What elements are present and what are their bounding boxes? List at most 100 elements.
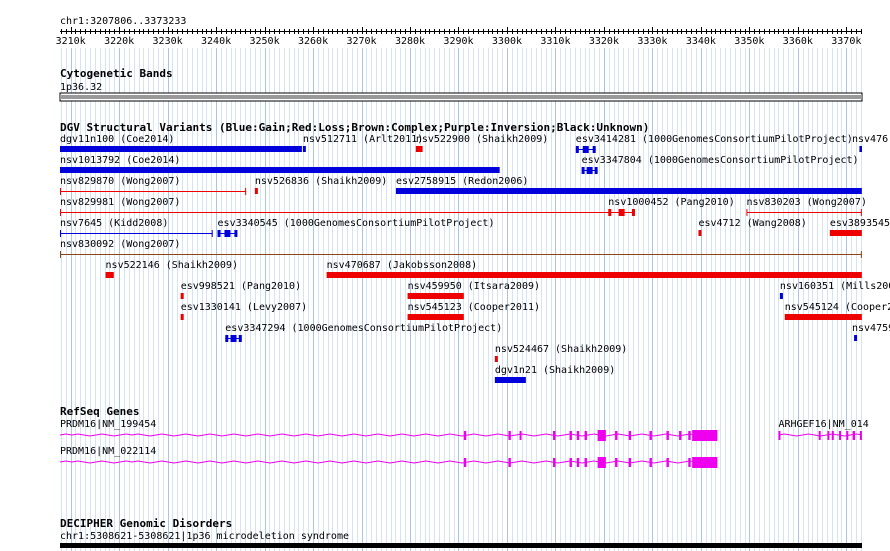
dgv-variant-block[interactable]: [592, 146, 596, 153]
dgv-variant-block[interactable]: [594, 167, 598, 174]
track-title-dgv[interactable]: DGV Structural Variants (Blue:Gain;Red:L…: [60, 121, 649, 134]
refseq-exon[interactable]: [692, 430, 718, 441]
track-title-refseq[interactable]: RefSeq Genes: [60, 405, 139, 418]
refseq-exon[interactable]: [615, 458, 618, 467]
dgv-variant-bar[interactable]: [180, 314, 184, 320]
dgv-variant-label[interactable]: nsv545124 (Cooper2: [785, 302, 890, 313]
dgv-variant-label[interactable]: esv1330141 (Levy2007): [181, 302, 307, 313]
refseq-exon[interactable]: [692, 457, 718, 468]
decipher-item-bar[interactable]: [60, 543, 862, 548]
dgv-variant-block[interactable]: [582, 146, 589, 153]
dgv-variant-label[interactable]: esv3893545: [830, 218, 890, 229]
dgv-variant-bar[interactable]: [180, 293, 184, 299]
dgv-variant-label[interactable]: nsv7645 (Kidd2008): [60, 218, 168, 229]
dgv-variant-block[interactable]: [225, 335, 229, 342]
refseq-exon[interactable]: [576, 431, 580, 440]
dgv-variant-block[interactable]: [224, 230, 231, 237]
dgv-variant-bar[interactable]: [415, 146, 423, 152]
refseq-exon[interactable]: [576, 458, 580, 467]
dgv-variant-block[interactable]: [631, 209, 635, 216]
dgv-variant-label[interactable]: nsv829870 (Wong2007): [60, 176, 180, 187]
dgv-variant-label[interactable]: esv4712 (Wang2008): [698, 218, 806, 229]
refseq-exon[interactable]: [628, 458, 632, 467]
dgv-variant-label[interactable]: nsv160351 (Mills200: [780, 281, 890, 292]
refseq-gene-intron[interactable]: [59, 433, 718, 437]
refseq-exon[interactable]: [679, 431, 682, 440]
dgv-variant-label[interactable]: esv3414281 (1000GenomesConsortiumPilotPr…: [576, 134, 853, 145]
dgv-variant-label[interactable]: nsv526836 (Shaikh2009): [255, 176, 387, 187]
dgv-variant-block[interactable]: [234, 230, 238, 237]
refseq-exon[interactable]: [463, 431, 467, 440]
refseq-exon[interactable]: [688, 431, 691, 440]
dgv-variant-block[interactable]: [581, 167, 585, 174]
dgv-variant-label[interactable]: nsv524467 (Shaikh2009): [495, 344, 627, 355]
refseq-exon[interactable]: [859, 431, 862, 440]
dgv-variant-bar[interactable]: [779, 293, 783, 299]
dgv-variant-bar[interactable]: [60, 146, 302, 152]
dgv-variant-bar[interactable]: [105, 272, 114, 278]
refseq-exon[interactable]: [508, 431, 511, 440]
refseq-exon[interactable]: [569, 458, 572, 467]
dgv-variant-label[interactable]: esv2758915 (Redon2006): [396, 176, 528, 187]
dgv-variant-label[interactable]: nsv522900 (Shaikh2009): [416, 134, 548, 145]
refseq-exon[interactable]: [846, 431, 849, 440]
track-title-decipher[interactable]: DECIPHER Genomic Disorders: [60, 517, 232, 530]
decipher-item-label[interactable]: chr1:5308621-5308621|1p36 microdeletion …: [60, 531, 349, 542]
dgv-variant-bar[interactable]: [407, 314, 464, 320]
dgv-variant-label[interactable]: esv3347804 (1000GenomesConsortiumPilotPr…: [582, 155, 859, 166]
refseq-exon[interactable]: [553, 458, 556, 467]
dgv-variant-bar[interactable]: [395, 188, 862, 194]
dgv-variant-bar[interactable]: [407, 293, 464, 299]
refseq-exon[interactable]: [688, 458, 691, 467]
dgv-variant-block[interactable]: [238, 335, 242, 342]
dgv-variant-label[interactable]: esv3340545 (1000GenomesConsortiumPilotPr…: [218, 218, 495, 229]
dgv-variant-block[interactable]: [230, 335, 237, 342]
refseq-gene-intron[interactable]: [59, 460, 718, 464]
dgv-variant-bar[interactable]: [302, 146, 306, 152]
dgv-variant-label[interactable]: nsv829981 (Wong2007): [60, 197, 180, 208]
refseq-exon[interactable]: [852, 431, 856, 440]
refseq-exon[interactable]: [827, 431, 830, 440]
refseq-exon[interactable]: [615, 431, 618, 440]
dgv-variant-block[interactable]: [618, 209, 625, 216]
dgv-variant-block[interactable]: [217, 230, 221, 237]
dgv-variant-label[interactable]: nsv470687 (Jakobsson2008): [327, 260, 478, 271]
dgv-variant-block[interactable]: [608, 209, 612, 216]
refseq-gene-label[interactable]: PRDM16|NM_199454: [60, 419, 156, 430]
refseq-exon[interactable]: [584, 458, 587, 467]
dgv-variant-label[interactable]: nsv830203 (Wong2007): [746, 197, 866, 208]
dgv-variant-bar[interactable]: [326, 272, 862, 278]
refseq-exon[interactable]: [818, 431, 821, 440]
dgv-variant-bar[interactable]: [494, 377, 526, 383]
refseq-exon[interactable]: [584, 431, 587, 440]
dgv-variant-block[interactable]: [586, 167, 593, 174]
dgv-variant-block[interactable]: [575, 146, 579, 153]
dgv-variant-bar[interactable]: [854, 335, 858, 341]
dgv-variant-bar[interactable]: [254, 188, 258, 194]
refseq-gene-label[interactable]: ARHGEF16|NM_014: [778, 419, 868, 430]
dgv-variant-label[interactable]: nsv459950 (Itsara2009): [408, 281, 540, 292]
refseq-exon[interactable]: [597, 430, 606, 441]
dgv-variant-bar[interactable]: [829, 230, 862, 236]
refseq-exon[interactable]: [649, 431, 652, 440]
refseq-exon[interactable]: [628, 431, 632, 440]
dgv-variant-bar[interactable]: [60, 167, 500, 173]
refseq-exon[interactable]: [553, 431, 556, 440]
dgv-variant-label[interactable]: nsv512711 (Arlt2011): [303, 134, 423, 145]
dgv-variant-bar[interactable]: [698, 230, 702, 236]
refseq-gene-label[interactable]: PRDM16|NM_022114: [60, 446, 156, 457]
refseq-exon[interactable]: [666, 458, 669, 467]
dgv-variant-label[interactable]: nsv1000452 (Pang2010): [608, 197, 734, 208]
dgv-variant-label[interactable]: nsv476: [852, 134, 888, 145]
cytoband-band[interactable]: [60, 95, 862, 99]
dgv-variant-label[interactable]: dgv1n21 (Shaikh2009): [495, 365, 615, 376]
refseq-exon[interactable]: [463, 458, 467, 467]
refseq-exon[interactable]: [831, 431, 834, 440]
refseq-exon[interactable]: [666, 431, 669, 440]
dgv-variant-label[interactable]: nsv545123 (Cooper2011): [408, 302, 540, 313]
dgv-variant-label[interactable]: nsv47597: [852, 323, 890, 334]
dgv-variant-label[interactable]: nsv522146 (Shaikh2009): [106, 260, 238, 271]
refseq-exon[interactable]: [778, 431, 781, 440]
dgv-variant-bar[interactable]: [859, 146, 862, 152]
track-title-cytoband[interactable]: Cytogenetic Bands: [60, 67, 173, 80]
